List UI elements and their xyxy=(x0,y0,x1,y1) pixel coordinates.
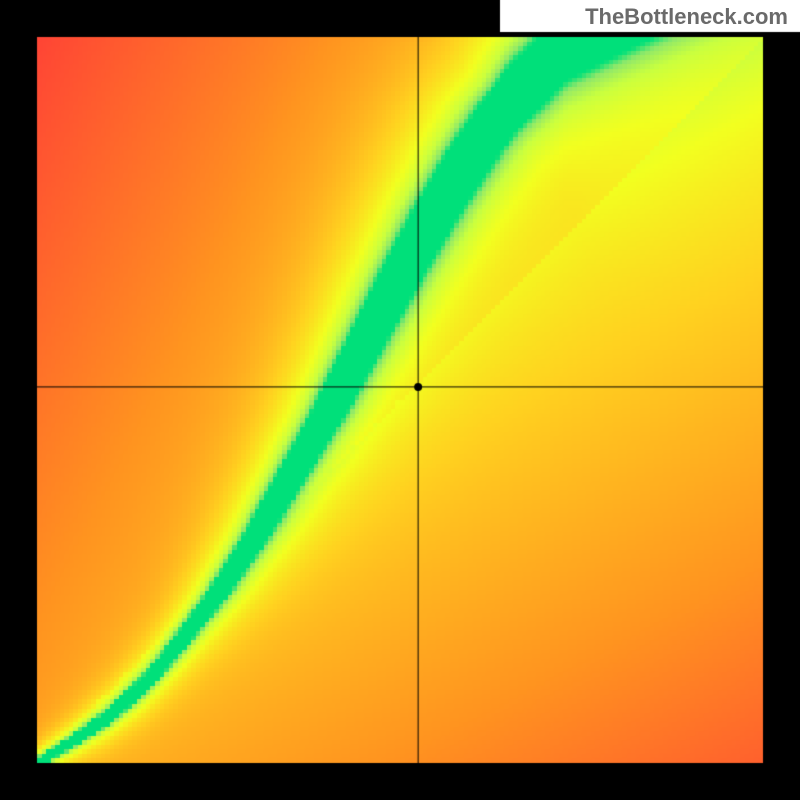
watermark-text: TheBottleneck.com xyxy=(585,4,788,30)
bottleneck-heatmap xyxy=(0,0,800,800)
